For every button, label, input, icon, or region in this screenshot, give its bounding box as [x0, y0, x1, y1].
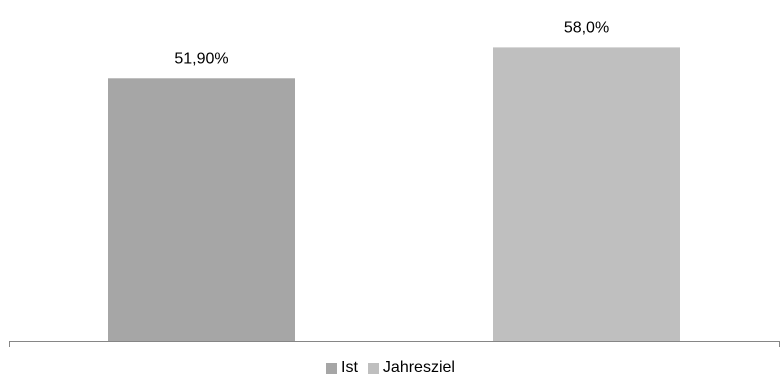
legend-item-ist: Ist	[326, 359, 358, 377]
legend-swatch-jahresziel	[367, 362, 379, 374]
legend-item-jahresziel: Jahresziel	[367, 359, 455, 377]
legend-label-jahresziel: Jahresziel	[382, 359, 455, 376]
data-label-ist: 51,90%	[174, 50, 228, 67]
bar-ist	[108, 78, 295, 342]
data-label-jahresziel: 58,0%	[564, 19, 609, 36]
legend-swatch-ist	[326, 362, 338, 374]
data-labels-group: 51,90% 58,0%	[174, 19, 609, 67]
bar-jahresziel	[493, 47, 680, 342]
legend: Ist Jahresziel	[0, 356, 781, 380]
bars-group	[108, 47, 680, 342]
legend-label-ist: Ist	[341, 359, 358, 376]
